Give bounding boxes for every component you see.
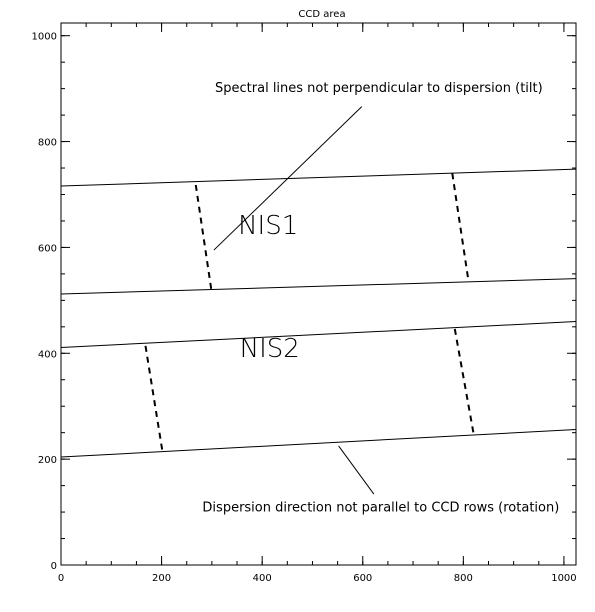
y-tick-label: 400 bbox=[38, 349, 57, 360]
nis2-bottom-line bbox=[60, 429, 577, 458]
x-tick-label: 600 bbox=[353, 573, 372, 584]
nis2-right-tilt bbox=[453, 328, 475, 433]
x-tick-label: 1000 bbox=[551, 573, 576, 584]
tilt-annotation-pointer bbox=[213, 106, 363, 251]
y-tick-label: 200 bbox=[38, 455, 57, 466]
nis2-label: NIS2 bbox=[240, 334, 300, 364]
x-tick-label: 800 bbox=[454, 573, 473, 584]
nis2-top-line bbox=[60, 321, 577, 348]
x-tick-label: 0 bbox=[58, 573, 64, 584]
nis1-bottom-line bbox=[60, 278, 577, 295]
rotation-annotation-pointer bbox=[338, 445, 375, 495]
rotation-annotation-text: Dispersion direction not parallel to CCD… bbox=[202, 501, 559, 516]
plot-frame bbox=[60, 22, 577, 566]
x-tick-label: 400 bbox=[253, 573, 272, 584]
nis1-right-tilt bbox=[451, 173, 470, 281]
nis2-left-tilt bbox=[144, 345, 164, 453]
axes: 0 200 400 600 800 1000 0 200 400 600 800 1000 bbox=[32, 22, 577, 584]
nis1-top-line bbox=[60, 168, 577, 187]
annotations: Spectral lines not perpendicular to disp… bbox=[202, 81, 559, 516]
y-tick-label: 800 bbox=[38, 138, 57, 149]
y-tick-label: 0 bbox=[51, 561, 57, 572]
spectral-line-tilts bbox=[144, 173, 475, 453]
tilt-annotation-text: Spectral lines not perpendicular to disp… bbox=[215, 81, 543, 96]
nis1-left-tilt bbox=[194, 184, 213, 294]
y-tick-label: 600 bbox=[38, 243, 57, 254]
dispersion-boundaries bbox=[60, 168, 577, 458]
plot-title: CCD area bbox=[298, 9, 345, 20]
y-tick-label: 1000 bbox=[32, 32, 57, 43]
nis1-label: NIS1 bbox=[238, 211, 298, 241]
x-tick-label: 200 bbox=[152, 573, 171, 584]
